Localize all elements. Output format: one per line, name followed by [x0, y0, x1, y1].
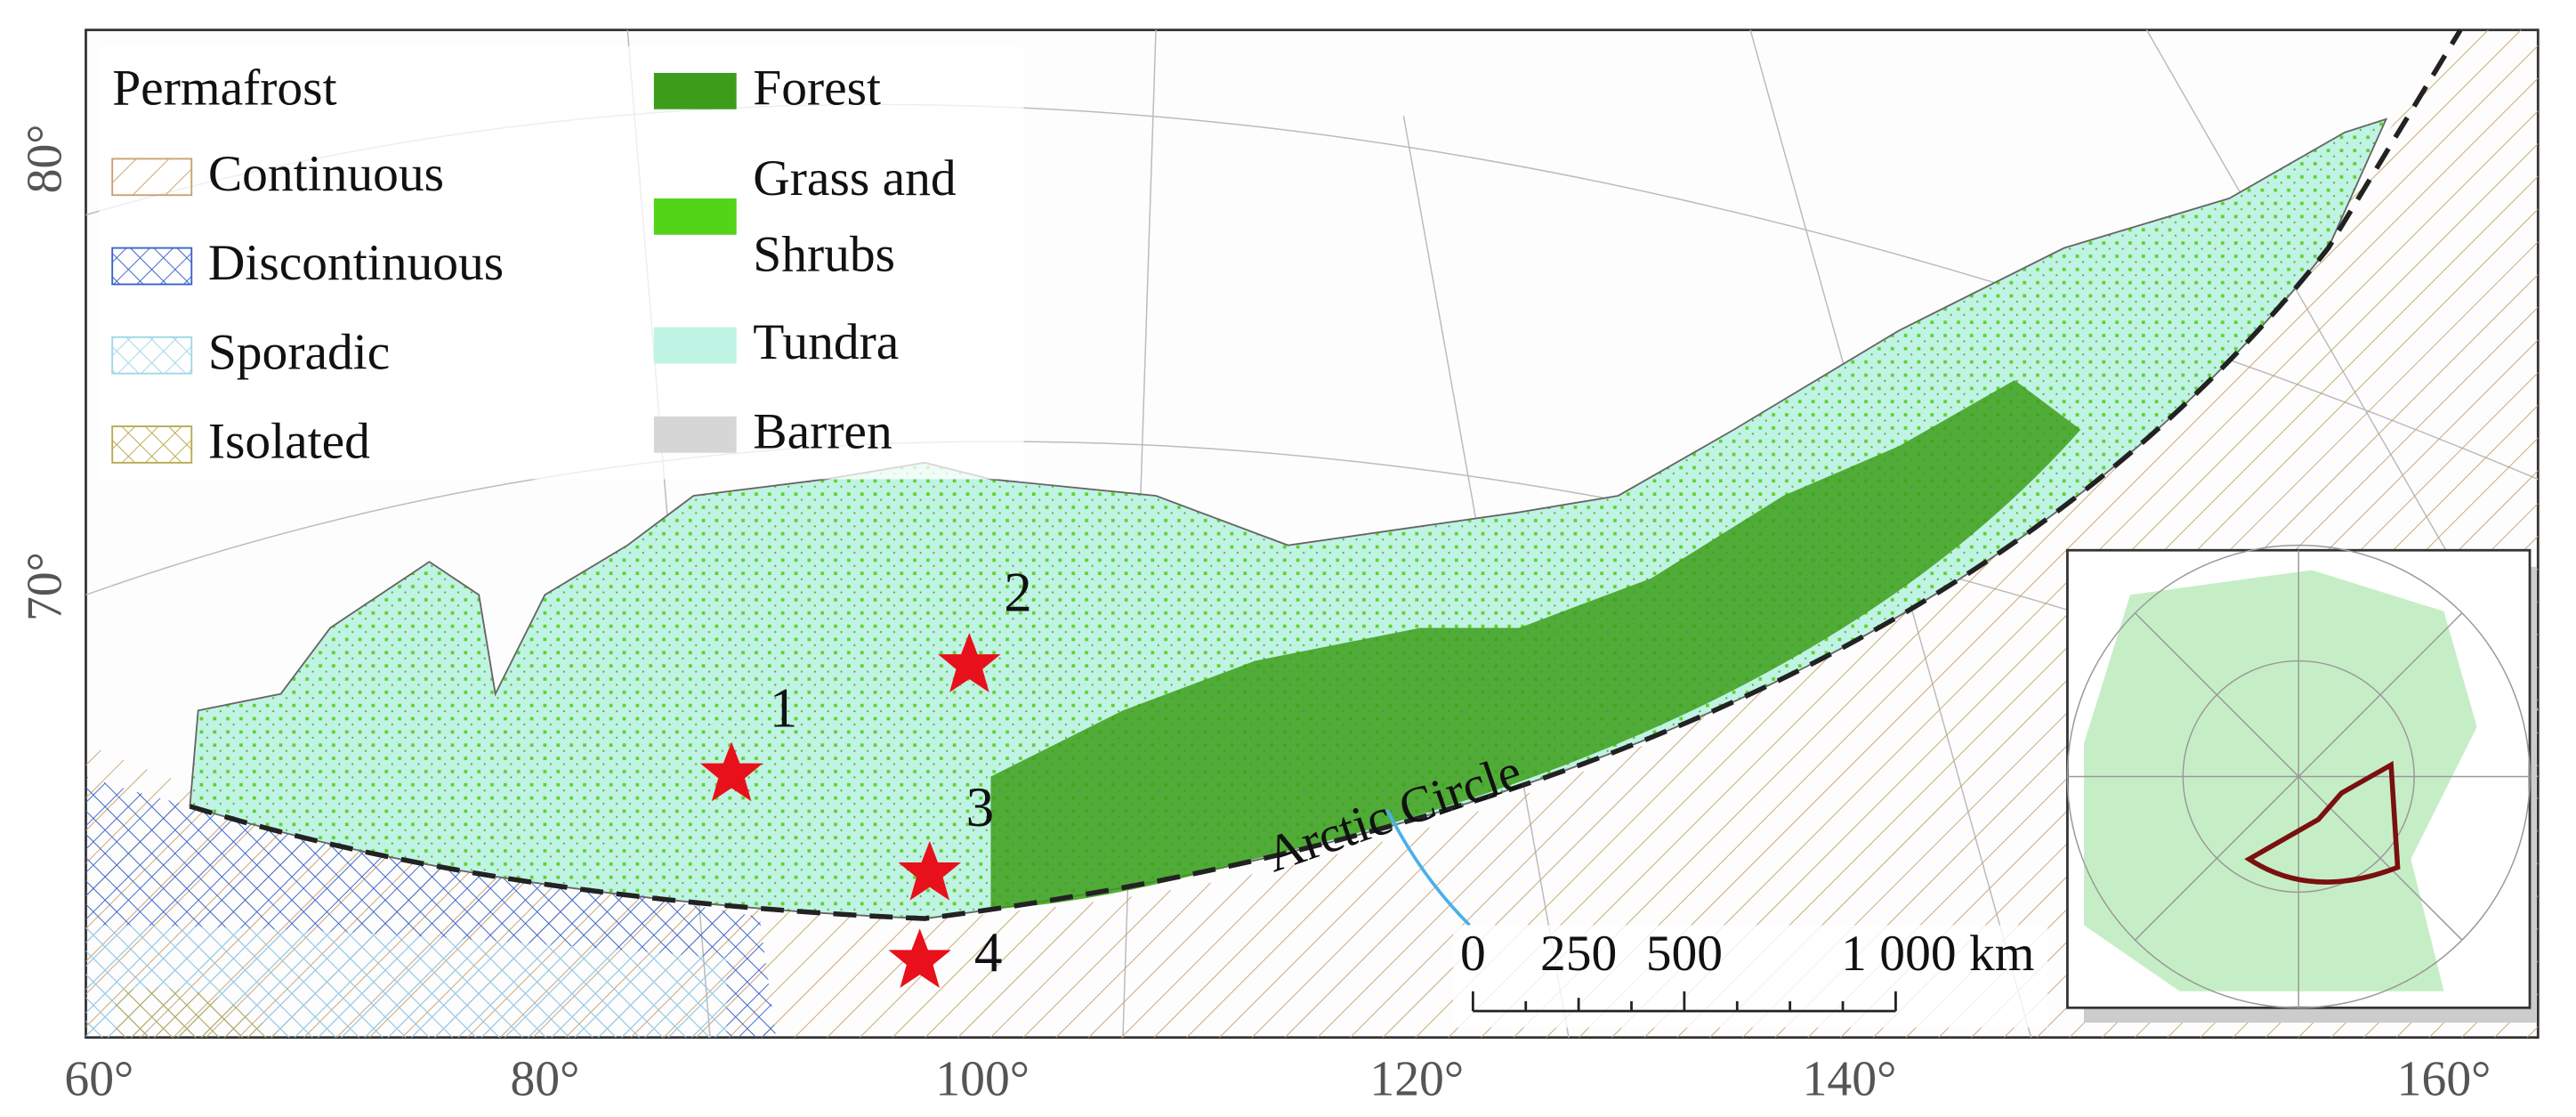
legend-item-box: Grass and Shrubs — [753, 149, 957, 283]
scale-label: 0 — [1460, 926, 1486, 982]
site-star — [888, 928, 951, 988]
sites: 1 2 3 4 — [699, 562, 1032, 988]
scale-bar: 0 250 500 1 000 km — [1453, 925, 2048, 1028]
legend-item: Grass and Shrubs — [753, 149, 957, 283]
isolated-zone — [115, 987, 281, 1038]
map-frame — [85, 28, 2540, 1040]
site-label: 3 — [966, 776, 995, 838]
legend-item: Continuous — [208, 146, 444, 202]
legend-item: Sporadic — [208, 324, 390, 380]
site-star — [699, 741, 763, 802]
site-label: 1 — [770, 676, 798, 739]
lon-label: 120° — [1369, 1051, 1464, 1106]
site-star — [898, 840, 962, 901]
legend-item: Isolated — [208, 414, 370, 470]
scale-label: 1 000 km — [1841, 926, 2034, 982]
lat-label: 80° — [17, 124, 72, 193]
legend: Permafrost Continuous Discontinuous Spor… — [99, 46, 1024, 480]
scale-label: 500 — [1646, 926, 1723, 982]
axis-labels: 60° 80° 100° 120° 140° 160° 80° 70° — [17, 124, 2491, 1106]
scale-label: 250 — [1540, 926, 1617, 982]
site-label: 4 — [974, 921, 1003, 983]
lon-label: 160° — [2397, 1051, 2491, 1106]
site-star — [938, 633, 1001, 692]
legend-title: Permafrost — [112, 60, 336, 116]
legend-item: Forest — [753, 60, 881, 116]
site-label: 2 — [1004, 562, 1032, 624]
arctic-circle-line — [189, 28, 2463, 921]
lon-label: 80° — [510, 1051, 579, 1106]
river — [1385, 808, 1471, 927]
lon-label: 140° — [1803, 1051, 1897, 1106]
lat-label: 70° — [17, 552, 72, 621]
sporadic-zone — [85, 925, 727, 1038]
legend-item: Tundra — [753, 314, 899, 370]
forest-area — [990, 380, 2081, 909]
inset-map — [2066, 544, 2537, 1023]
lon-label: 100° — [935, 1051, 1030, 1106]
legend-item: Discontinuous — [208, 235, 504, 291]
continuous-permafrost-south — [85, 29, 2539, 1038]
lon-label: 60° — [64, 1051, 133, 1106]
legend-item: Barren — [753, 403, 892, 459]
